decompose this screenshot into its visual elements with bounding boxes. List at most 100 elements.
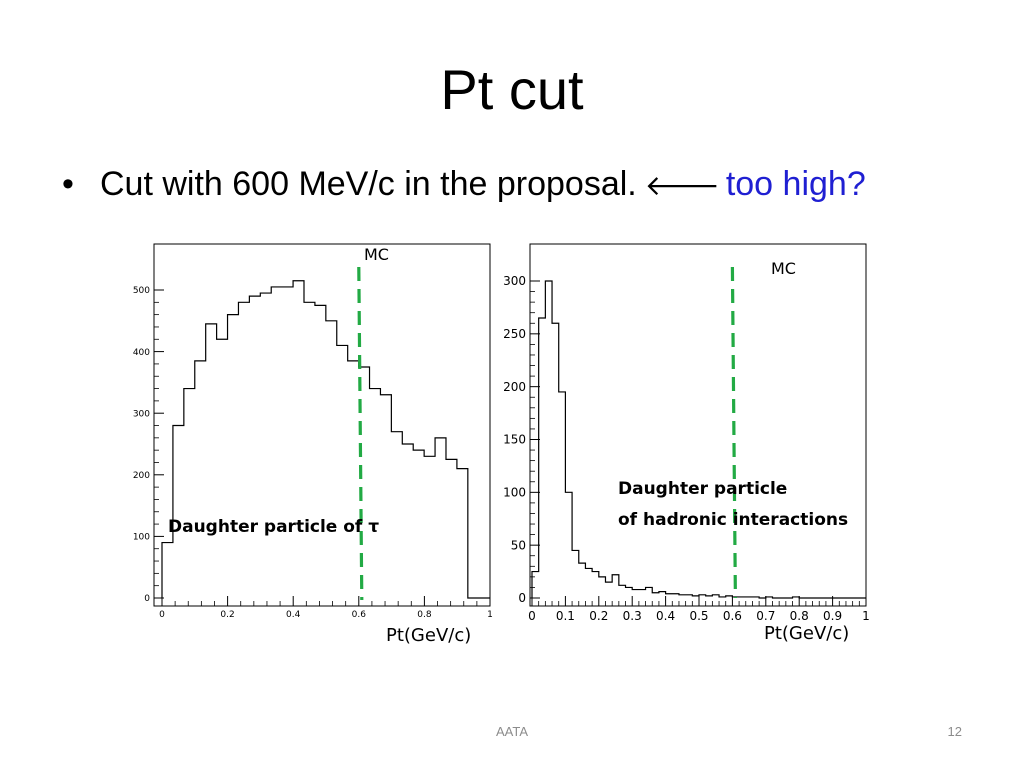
chart2-mc-label: MC bbox=[771, 259, 796, 278]
bullet-text: Cut with 600 MeV/c in the proposal. bbox=[100, 165, 637, 203]
chart2-xtick-label: 0.7 bbox=[756, 609, 775, 623]
chart1-bin bbox=[293, 281, 304, 598]
chart2-cut-line bbox=[730, 266, 737, 599]
chart2-ytick-label: 250 bbox=[503, 327, 526, 341]
chart2-bin bbox=[565, 492, 572, 598]
chart2-histogram bbox=[531, 280, 866, 599]
chart1-xtick-label: 0.4 bbox=[286, 610, 301, 620]
chart1-bin bbox=[391, 432, 402, 598]
chart1-ytick-label: 500 bbox=[133, 286, 150, 296]
chart1-bin bbox=[195, 361, 206, 598]
chart2-bin bbox=[746, 597, 753, 598]
chart2-xtick-label: 0.9 bbox=[823, 609, 842, 623]
chart1-xtick-label: 0.6 bbox=[352, 610, 367, 620]
chart2-ytick-label: 300 bbox=[503, 274, 526, 288]
chart2-bin bbox=[612, 575, 619, 598]
chart2-bin bbox=[719, 597, 726, 598]
chart2-bin bbox=[672, 594, 679, 598]
chart2-bin bbox=[652, 593, 659, 598]
chart2-annotation-line2: of hadronic interactions bbox=[618, 510, 849, 530]
chart2-ytick-label: 200 bbox=[503, 380, 526, 394]
chart2-xtick-label: 0.3 bbox=[623, 609, 642, 623]
chart1-xtick-label: 0.8 bbox=[417, 610, 432, 620]
bullet-highlight: too high? bbox=[725, 165, 866, 203]
chart2-xtick-label: 1 bbox=[862, 609, 870, 623]
chart2-bin bbox=[706, 596, 713, 598]
chart1-cut-line bbox=[357, 266, 364, 601]
chart1-bin bbox=[249, 296, 260, 598]
chart2-frame bbox=[529, 243, 867, 607]
chart1-bin bbox=[370, 389, 381, 598]
chart1-bin bbox=[206, 324, 217, 598]
bullet-marker: • bbox=[62, 165, 74, 203]
chart2: 0 50 100 150 200 250 300 0 0.1 0.2 0.3 0.4 0.5 0.6 0.7… bbox=[503, 243, 870, 623]
chart1-bin bbox=[413, 450, 424, 598]
chart2-xtick-label: 0.6 bbox=[723, 609, 742, 623]
chart2-bin bbox=[793, 597, 800, 598]
chart1-bin bbox=[457, 469, 468, 598]
chart2-bin bbox=[559, 392, 566, 598]
chart1-ytick-label: 200 bbox=[133, 471, 150, 481]
chart1-bin bbox=[424, 456, 435, 598]
chart1-bin bbox=[304, 302, 315, 598]
chart1-bin bbox=[238, 302, 249, 598]
chart1-bin bbox=[271, 287, 282, 598]
chart2-bin bbox=[605, 582, 612, 598]
chart2-bin bbox=[619, 585, 626, 598]
chart1-bin bbox=[446, 459, 457, 598]
chart1-bin bbox=[282, 287, 293, 598]
chart2-ytick-label: 0 bbox=[518, 591, 526, 605]
chart2-xtick-label: 0.5 bbox=[689, 609, 708, 623]
chart1-xtick-label: 0 bbox=[159, 610, 165, 620]
chart2-bin bbox=[646, 587, 653, 598]
chart1-frame bbox=[153, 243, 491, 607]
chart1-bin bbox=[337, 345, 348, 598]
chart2-bin bbox=[766, 597, 773, 598]
chart1-ytick-label: 300 bbox=[133, 409, 150, 419]
chart2-bin bbox=[752, 597, 759, 598]
chart2-xtick-label: 0.2 bbox=[589, 609, 608, 623]
chart1-bin bbox=[402, 444, 413, 598]
chart1-annotation: Daughter particle of τ bbox=[168, 517, 380, 537]
chart1-bin bbox=[326, 321, 337, 598]
chart1-bin bbox=[348, 361, 359, 598]
chart2-bin bbox=[552, 323, 559, 598]
chart1-ytick-label: 0 bbox=[144, 594, 150, 604]
chart1-bin bbox=[162, 543, 173, 598]
chart2-bin bbox=[585, 568, 592, 598]
chart2-ytick-label: 100 bbox=[503, 486, 526, 500]
chart1-histogram bbox=[161, 280, 490, 599]
chart2-ytick-label: 150 bbox=[503, 433, 526, 447]
chart1-bin bbox=[380, 395, 391, 598]
chart2-bin bbox=[639, 590, 646, 598]
chart2-bin bbox=[539, 318, 546, 598]
slide-title: Pt cut bbox=[440, 58, 584, 121]
chart2-bin bbox=[659, 592, 666, 598]
chart1-bin bbox=[184, 389, 195, 598]
chart2-bin bbox=[712, 595, 719, 598]
chart1-bin bbox=[315, 305, 326, 598]
chart2-bin bbox=[686, 595, 693, 598]
chart1-xtick-label: 1 bbox=[487, 610, 493, 620]
chart2-xtick-label: 0.8 bbox=[790, 609, 809, 623]
chart1-xtick-label: 0.2 bbox=[220, 610, 234, 620]
arrow-left-icon: 🡐 bbox=[644, 169, 720, 202]
chart2-bin bbox=[599, 577, 606, 598]
chart2-bin bbox=[726, 596, 733, 598]
chart1-ytick-label: 100 bbox=[133, 533, 150, 543]
chart1-bin bbox=[435, 438, 446, 598]
chart1-xlabel: Pt(GeV/c) bbox=[386, 625, 472, 646]
chart2-xtick-label: 0.4 bbox=[656, 609, 675, 623]
chart2-annotation-line1: Daughter particle bbox=[618, 479, 788, 499]
chart1-bin bbox=[217, 339, 228, 598]
chart2-bin bbox=[579, 563, 586, 598]
chart2-bin bbox=[626, 587, 633, 598]
chart2-bin bbox=[632, 590, 639, 598]
chart1-ytick-label: 400 bbox=[133, 348, 150, 358]
chart2-bin bbox=[545, 281, 552, 598]
chart2-bin bbox=[572, 550, 579, 598]
chart2-xlabel: Pt(GeV/c) bbox=[764, 623, 850, 644]
chart2-ytick-label: 50 bbox=[511, 538, 526, 552]
bullet-point: • Cut with 600 MeV/c in the proposal. 🡐 too… bbox=[62, 162, 866, 208]
